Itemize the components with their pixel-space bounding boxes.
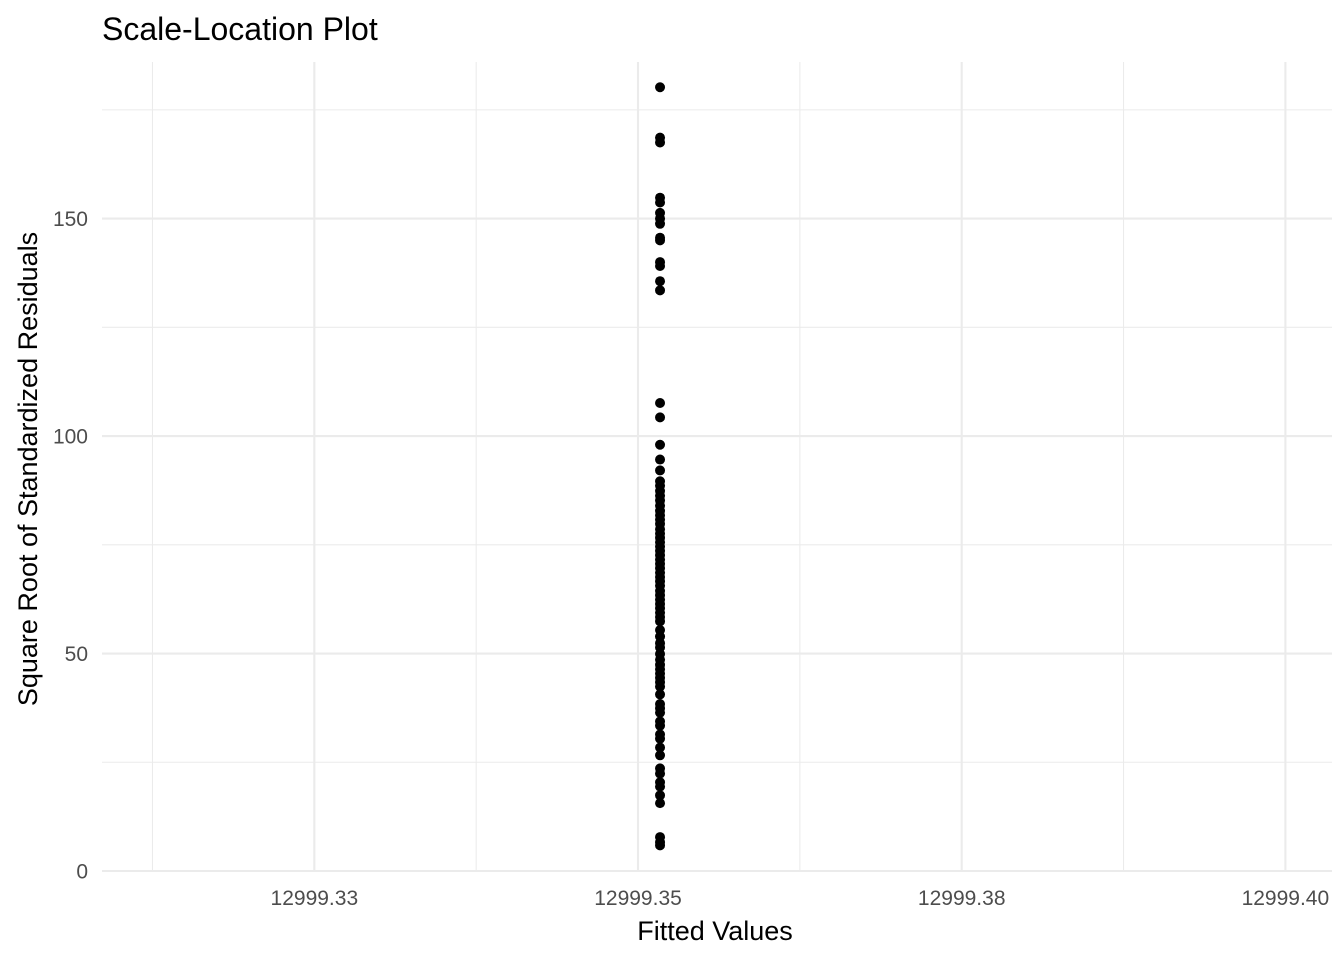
data-point <box>655 681 666 692</box>
data-point <box>655 82 666 93</box>
x-axis-title: Fitted Values <box>637 916 793 946</box>
gridlines <box>102 62 1332 873</box>
data-point <box>655 412 666 423</box>
data-point <box>655 235 666 246</box>
data-point <box>655 276 666 287</box>
y-tick-label: 100 <box>53 426 88 449</box>
data-point <box>655 218 666 229</box>
data-points <box>655 82 666 851</box>
data-point <box>655 197 666 208</box>
y-tick-label: 0 <box>76 861 88 884</box>
data-point <box>655 750 666 761</box>
y-tick-label: 150 <box>53 208 88 231</box>
chart-title: Scale-Location Plot <box>102 11 378 47</box>
data-point <box>655 439 666 450</box>
x-tick-label: 12999.40 <box>1242 887 1330 910</box>
x-axis-ticks: 12999.33 12999.35 12999.38 12999.40 <box>271 887 1330 910</box>
y-tick-label: 50 <box>65 643 88 666</box>
data-point <box>655 397 666 408</box>
data-point <box>655 454 666 465</box>
data-point <box>655 720 666 731</box>
data-point <box>655 689 666 700</box>
data-point <box>655 616 666 627</box>
data-point <box>655 790 666 801</box>
data-point <box>655 137 666 148</box>
x-tick-label: 12999.35 <box>594 887 682 910</box>
data-point <box>655 285 666 296</box>
y-axis-title: Square Root of Standardized Residuals <box>13 232 43 706</box>
data-point <box>655 742 666 753</box>
data-point <box>655 707 666 718</box>
data-point <box>655 465 666 476</box>
data-point <box>655 733 666 744</box>
data-point <box>655 781 666 792</box>
data-point <box>655 768 666 779</box>
data-point <box>655 840 666 851</box>
y-axis-ticks: 0 50 100 150 <box>53 208 88 883</box>
x-tick-label: 12999.33 <box>271 887 359 910</box>
data-point <box>655 798 666 809</box>
data-point <box>655 260 666 271</box>
x-tick-label: 12999.38 <box>918 887 1006 910</box>
